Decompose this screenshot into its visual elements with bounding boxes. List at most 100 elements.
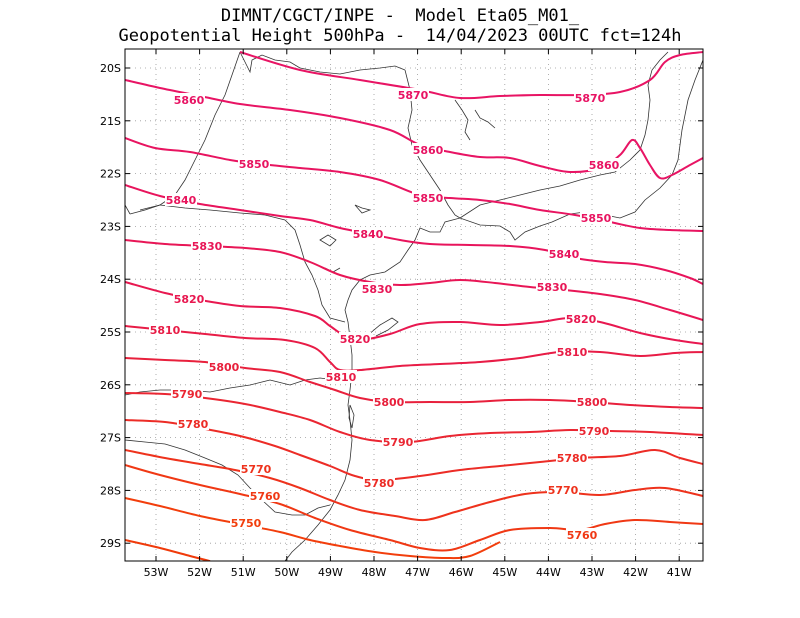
contour-label-background: [412, 191, 444, 204]
lat-tick-label: 28S: [100, 484, 121, 497]
lon-tick-label: 47W: [405, 566, 430, 579]
lat-tick-label: 22S: [100, 168, 121, 181]
contour-label-background: [352, 227, 384, 240]
contour-label-5830: 5830: [362, 283, 393, 296]
lon-tick-label: 45W: [492, 566, 517, 579]
state-border-ms-pr: [125, 204, 131, 215]
lat-tick-label: 26S: [100, 379, 121, 392]
contour-label-5860: 5860: [589, 159, 620, 172]
map-frame: [124, 48, 704, 562]
contour-label-background: [373, 395, 405, 408]
lat-tick-label: 25S: [100, 326, 121, 339]
contour-label-5780: 5780: [364, 477, 395, 490]
contour-label-background: [173, 93, 205, 106]
contour-label-5840: 5840: [549, 248, 580, 261]
contour-label-background: [547, 483, 579, 496]
contour-label-5770: 5770: [241, 463, 272, 476]
geography-layer: [125, 51, 703, 561]
state-border-sp-pr: [139, 204, 346, 323]
contour-label-5780: 5780: [557, 452, 588, 465]
contour-label-5760: 5760: [567, 529, 598, 542]
contour-label-background: [363, 476, 395, 489]
lon-tick-label: 52W: [187, 566, 212, 579]
contour-label-5770: 5770: [548, 484, 579, 497]
contour-label-background: [165, 193, 197, 206]
contour-label-background: [565, 312, 597, 325]
contour-label-5790: 5790: [172, 388, 203, 401]
contour-label-5840: 5840: [353, 228, 384, 241]
contour-labels: 5870 5870 5860 5860 5860 5850 5850 5850 5840 5840…: [149, 88, 620, 542]
contour-label-5850: 5850: [239, 158, 270, 171]
contour-label-background: [230, 516, 262, 529]
contour-label-background: [578, 424, 610, 437]
contour-label-background: [576, 395, 608, 408]
bay-outline: [367, 317, 399, 337]
contour-label-5800: 5800: [374, 396, 405, 409]
contour-label-5810: 5810: [557, 346, 588, 359]
lat-tick-label: 27S: [100, 432, 121, 445]
contour-label-5830: 5830: [192, 240, 223, 253]
contour-line-5860: [125, 79, 703, 180]
lat-tick-label: 21S: [100, 115, 121, 128]
contour-line-5770: [125, 449, 703, 522]
contour-label-background: [412, 143, 444, 156]
contour-label-5760: 5760: [250, 490, 281, 503]
lon-tick-label: 50W: [274, 566, 299, 579]
contour-label-5860: 5860: [174, 94, 205, 107]
contour-label-5780: 5780: [178, 418, 209, 431]
contour-label-5840: 5840: [166, 194, 197, 207]
contour-label-5860: 5860: [413, 144, 444, 157]
contour-line-5840: [125, 184, 703, 285]
contour-label-5850: 5850: [413, 192, 444, 205]
contour-label-background: [556, 345, 588, 358]
contour-label-background: [171, 387, 203, 400]
state-border-sp-mg: [404, 69, 461, 219]
state-border-pr-sc: [125, 377, 349, 396]
contour-line-unlabeled: [125, 539, 211, 561]
contour-label-background: [382, 435, 414, 448]
contour-label-background: [238, 157, 270, 170]
contour-line-5830: [125, 239, 703, 321]
lon-tick-label: 49W: [318, 566, 343, 579]
contour-label-background: [208, 360, 240, 373]
reservoir-1: [454, 99, 496, 141]
contour-label-5800: 5800: [577, 396, 608, 409]
lat-tick-label: 24S: [100, 273, 121, 286]
contour-label-5820: 5820: [340, 333, 371, 346]
contour-label-background: [249, 489, 281, 502]
contour-label-5870: 5870: [575, 92, 606, 105]
contour-label-5870: 5870: [398, 89, 429, 102]
contour-label-5810: 5810: [326, 371, 357, 384]
state-border-sc-rs: [125, 439, 331, 516]
chart-title-line-2: Geopotential Height 500hPa - 14/04/2023 …: [118, 26, 682, 46]
state-border-ms-sp: [129, 51, 241, 215]
lon-tick-label: 42W: [623, 566, 648, 579]
contour-label-background: [556, 451, 588, 464]
lon-tick-label: 43W: [580, 566, 605, 579]
contour-label-5790: 5790: [579, 425, 610, 438]
contour-label-background: [574, 91, 606, 104]
contour-label-background: [548, 247, 580, 260]
contour-label-background: [361, 282, 393, 295]
grid-lines: [125, 49, 703, 561]
contour-line-5760: [125, 464, 703, 552]
contour-line-5820: [125, 281, 703, 345]
lat-tick-label: 20S: [100, 62, 121, 75]
coastline: [284, 59, 703, 561]
contour-line-5790: [125, 392, 703, 444]
lon-tick-label: 41W: [667, 566, 692, 579]
contour-label-background: [149, 323, 181, 336]
contour-label-background: [339, 332, 371, 345]
contour-label-background: [325, 370, 357, 383]
island-outline: [348, 404, 355, 429]
contour-label-background: [397, 88, 429, 101]
contour-label-5800: 5800: [209, 361, 240, 374]
contour-line-5870: [239, 51, 703, 100]
state-border-mg-go: [239, 51, 406, 75]
chart-title-line-1: DIMNT/CGCT/INPE - Model Eta05_M01_: [220, 6, 580, 26]
contour-label-background: [191, 239, 223, 252]
contour-label-background: [240, 462, 272, 475]
contour-label-5820: 5820: [174, 293, 205, 306]
contour-label-background: [566, 528, 598, 541]
state-border-mg-rj-es: [459, 51, 669, 219]
